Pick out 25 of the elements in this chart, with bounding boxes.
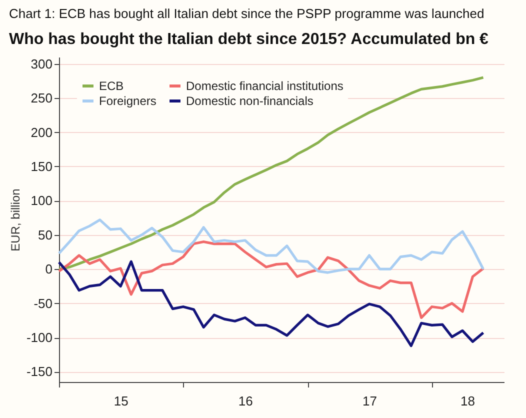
x-tick-label: 15 [114,394,128,408]
y-tick-label: 250 [30,90,52,106]
y-axis-title: EUR, billion [8,188,22,252]
x-tick-label: 18 [460,394,475,408]
line-series [58,218,485,274]
legend-label: Foreigners [99,94,156,108]
y-tick-label: -150 [26,364,52,380]
line-series [58,76,485,270]
chart-subtitle: Who has bought the Italian debt since 2015? Accumulated bn € [8,31,489,48]
y-tick-label: 150 [30,158,52,174]
chart-title: Chart 1: ECB has bought all Italian debt since the PSPP programme was launched [8,6,484,21]
y-tick-label: 50 [38,227,52,242]
y-tick-label: 100 [30,193,52,208]
y-tick-label: 200 [30,124,52,140]
x-tick-label: 17 [362,394,378,408]
y-tick-label: -50 [34,296,52,311]
legend-label: Domestic non-financials [186,94,314,108]
y-tick-label: 0 [45,262,52,277]
line-series [58,260,485,348]
legend-label: ECB [99,79,124,93]
y-tick-label: -100 [26,330,52,346]
line-series [58,240,485,319]
x-tick-label: 16 [238,394,253,408]
legend-label: Domestic financial institutions [186,79,344,93]
y-tick-label: 300 [30,56,52,72]
